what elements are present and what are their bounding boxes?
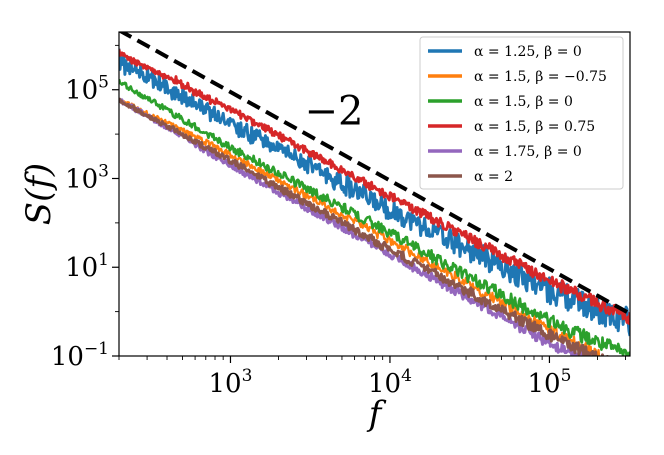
legend-label: α = 1.25, β = 0 <box>474 44 582 60</box>
reference-layer <box>119 32 630 316</box>
series-layer <box>119 48 630 356</box>
legend-label: α = 1.5, β = 0.75 <box>474 119 595 135</box>
y-tick-label: 10−1 <box>51 339 109 372</box>
x-tick-label: 105 <box>527 366 571 399</box>
x-tick-label: 103 <box>209 366 253 399</box>
x-axis-label: f <box>366 394 387 434</box>
y-axis-label: S(f) <box>19 163 59 225</box>
legend-label: α = 1.75, β = 0 <box>474 144 582 160</box>
series-line <box>119 49 630 325</box>
legend-label: α = 1.5, β = −0.75 <box>474 69 607 85</box>
legend: α = 1.25, β = 0 α = 1.5, β = −0.75 α = 1.5… <box>419 36 624 190</box>
series-line <box>119 48 630 337</box>
y-tick-label: 101 <box>65 250 109 283</box>
legend-frame <box>419 36 624 190</box>
reference-line <box>119 32 630 316</box>
series-line <box>119 78 630 356</box>
legend-label: α = 2 <box>474 169 513 185</box>
y-tick-label: 105 <box>65 73 109 106</box>
slope-annotation: −2 <box>304 89 363 135</box>
series-line <box>119 99 601 356</box>
y-tick-label: 103 <box>65 161 109 194</box>
legend-label: α = 1.5, β = 0 <box>474 94 573 110</box>
series-line <box>119 97 609 356</box>
